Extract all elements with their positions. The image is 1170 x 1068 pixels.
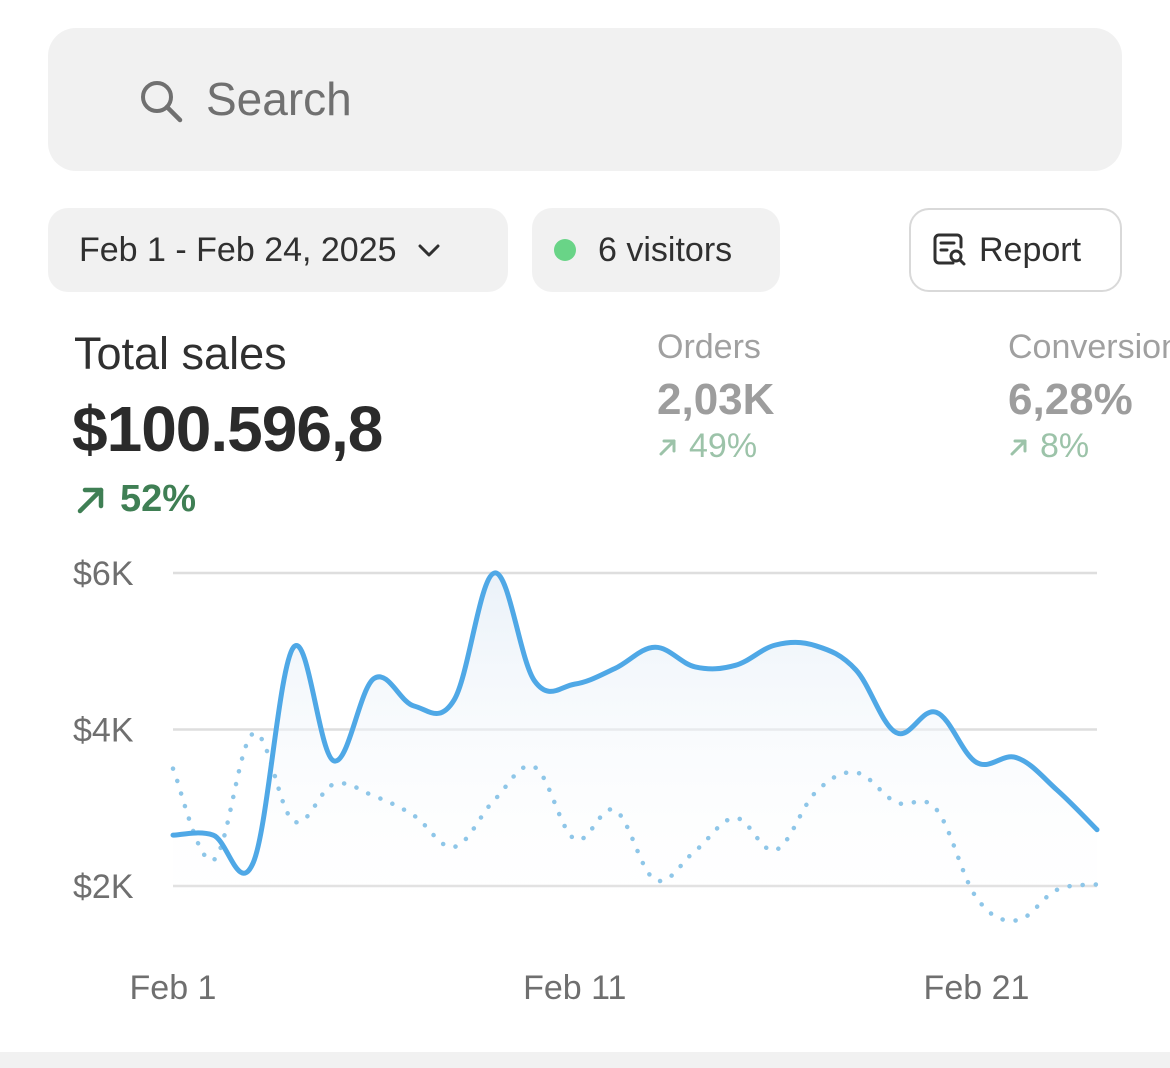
- chevron-down-icon: [418, 244, 440, 257]
- conversion-value: 6,28%: [1008, 375, 1133, 424]
- conversion-change: 8%: [1008, 427, 1170, 466]
- report-label: Report: [979, 230, 1082, 269]
- x-tick-label: Feb 1: [130, 969, 217, 1007]
- bottom-divider: [0, 1052, 1170, 1068]
- sales-series-line: [170, 570, 1100, 876]
- live-visitors-badge[interactable]: 6 visitors: [532, 208, 780, 292]
- trend-up-icon: [1010, 439, 1027, 455]
- orders-metric[interactable]: Orders 2,03K 49%: [657, 328, 774, 466]
- search-icon: [141, 81, 183, 123]
- search-bar[interactable]: [48, 28, 1122, 171]
- orders-change: 49%: [657, 427, 774, 466]
- x-tick-label: Feb 21: [924, 969, 1030, 1007]
- date-range-label: Feb 1 - Feb 24, 2025: [79, 230, 397, 269]
- visitors-label: 6 visitors: [598, 230, 733, 269]
- sales-area-fill: [173, 572, 1097, 936]
- search-input[interactable]: [206, 68, 1086, 130]
- conversion-change-value: 8%: [1040, 427, 1090, 465]
- trend-up-icon: [659, 439, 676, 455]
- x-axis: Feb 1 Feb 11 Feb 21: [130, 969, 1030, 1007]
- total-sales-value: $100.596,8: [72, 393, 383, 465]
- conversion-metric[interactable]: Conversion 6,28% 8%: [1008, 328, 1170, 466]
- conversion-label: Conversion: [1008, 328, 1170, 366]
- y-axis: $6K $4K $2K: [73, 555, 134, 906]
- x-tick-label: Feb 11: [523, 969, 626, 1007]
- comparison-series-line: [170, 731, 1100, 923]
- total-sales-change-value: 52%: [120, 478, 197, 520]
- y-tick-label: $4K: [73, 712, 134, 750]
- report-icon: [933, 233, 966, 266]
- y-tick-label: $6K: [73, 555, 134, 593]
- orders-value: 2,03K: [657, 375, 775, 424]
- live-status-dot: [554, 239, 576, 261]
- report-button[interactable]: Report: [909, 208, 1122, 292]
- date-range-picker[interactable]: Feb 1 - Feb 24, 2025: [48, 208, 508, 292]
- orders-label: Orders: [657, 328, 761, 366]
- orders-change-value: 49%: [689, 427, 758, 465]
- y-tick-label: $2K: [73, 868, 134, 906]
- trend-up-icon: [77, 487, 104, 513]
- sales-line-chart[interactable]: $6K $4K $2K Feb 1 Feb 11 Feb 21: [0, 540, 1170, 1020]
- total-sales-change: 52%: [74, 478, 196, 521]
- total-sales-label: Total sales: [74, 328, 287, 379]
